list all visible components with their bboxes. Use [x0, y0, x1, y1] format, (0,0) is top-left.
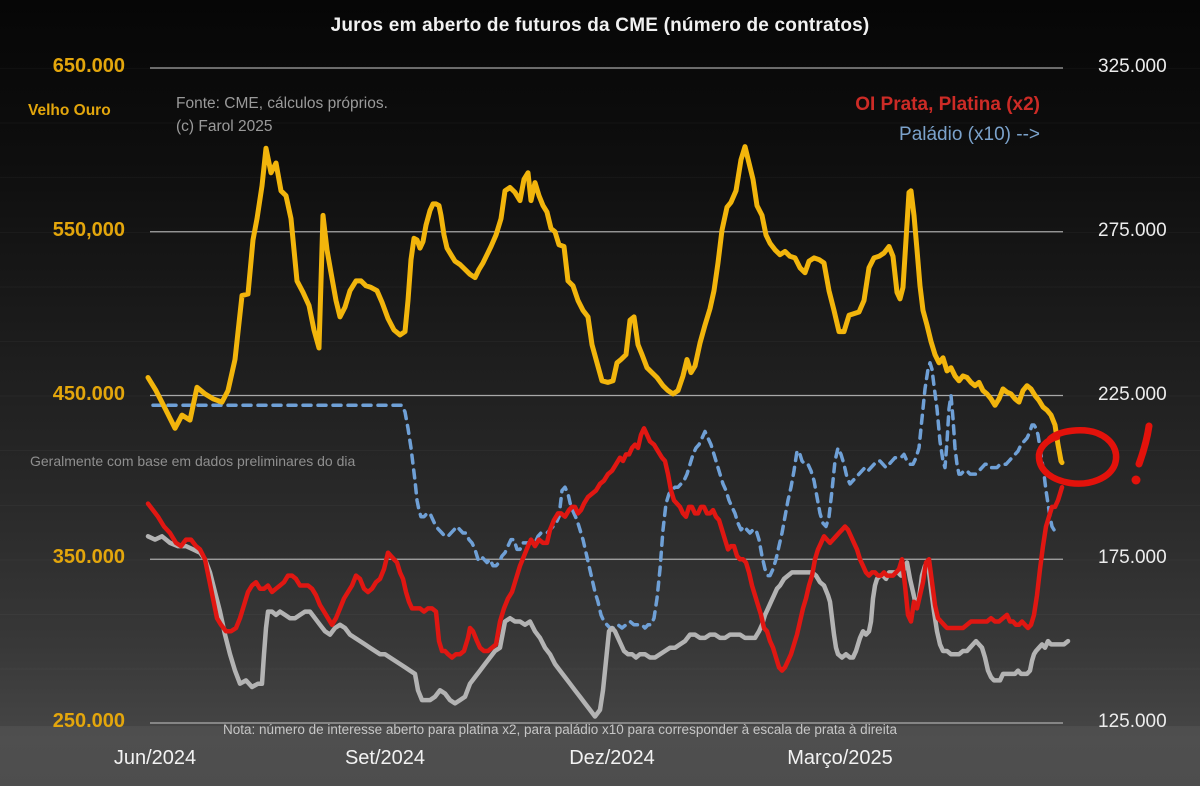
- y-axis-right-tick: 125.000: [1098, 711, 1167, 732]
- source-line2: (c) Farol 2025: [176, 118, 273, 135]
- legend-red-label: OI Prata, Platina (x2): [855, 94, 1040, 115]
- chart-title: Juros em aberto de futuros da CME (númer…: [330, 15, 870, 36]
- series-prata: [145, 534, 1071, 719]
- source-note: Fonte: CME, cálculos próprios. (c) Farol…: [176, 92, 388, 138]
- x-axis-tick: Set/2024: [344, 747, 426, 769]
- y-axis-left-tick: 450.000: [52, 382, 125, 405]
- y-axis-right-tick: 275.000: [1098, 219, 1167, 241]
- y-axis-left-tick: 250.000: [52, 710, 125, 732]
- legend-blue-label: Paládio (x10) -->: [899, 124, 1040, 145]
- y-axis-right-tick: 325.000: [1098, 56, 1167, 77]
- annotation-exclamation-dot: [1131, 475, 1141, 485]
- footer-band: [0, 726, 1200, 786]
- series-pal-dio-x10-: [151, 361, 1060, 630]
- legend: OI Prata, Platina (x2) Paládio (x10) -->: [850, 90, 1040, 150]
- x-axis-tick: Março/2025: [787, 747, 893, 769]
- gold-axis-label: Velho Ouro: [28, 102, 111, 119]
- preliminary-note: Geralmente com base em dados preliminare…: [30, 453, 356, 469]
- x-axis-tick: Jun/2024: [113, 747, 197, 769]
- y-axis-left-tick: 350.000: [52, 546, 125, 569]
- x-axis-tick: Dez/2024: [569, 747, 655, 769]
- y-axis-right-tick: 175.000: [1098, 547, 1167, 569]
- series-platina-x2-: [145, 426, 1065, 673]
- annotation-circle: [1035, 427, 1120, 487]
- y-axis-right-tick: 225.000: [1098, 383, 1167, 405]
- series-velho-ouro: [145, 144, 1065, 466]
- annotation-exclamation-bar: [1135, 422, 1153, 468]
- source-line1: Fonte: CME, cálculos próprios.: [176, 95, 388, 112]
- y-axis-left-tick: 550,000: [52, 218, 125, 241]
- footnote: Nota: número de interesse aberto para pl…: [223, 722, 897, 737]
- y-axis-left-tick: 650.000: [52, 55, 125, 77]
